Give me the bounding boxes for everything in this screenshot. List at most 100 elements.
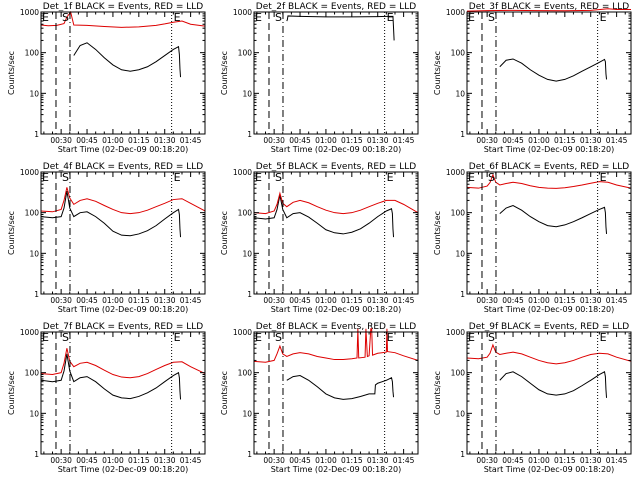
series-line-lld	[254, 328, 418, 363]
x-tick-label: 00:45	[502, 296, 524, 305]
interval-marker-label: E	[255, 171, 262, 184]
x-tick-label: 01:15	[554, 136, 576, 145]
panel-title: Det_2f BLACK = Events, RED = LLD	[256, 2, 416, 12]
interval-marker-label: S	[62, 331, 69, 344]
y-tick-label: 1000	[446, 328, 465, 337]
y-tick-label: 1	[460, 450, 465, 459]
y-tick-label: 100	[451, 369, 466, 378]
panel-title: Det_9f BLACK = Events, RED = LLD	[469, 322, 629, 332]
y-tick-label: 1	[247, 290, 252, 299]
x-axis-label: Start Time (02-Dec-09 00:18:20)	[484, 145, 615, 154]
interval-marker-label: E	[255, 11, 262, 24]
series-line-lld	[467, 173, 631, 189]
y-axis-label: Counts/sec	[433, 51, 442, 95]
plot-frame	[466, 11, 632, 135]
interval-marker-label: E	[387, 331, 394, 344]
y-tick-label: 1000	[233, 8, 252, 17]
x-axis-label: Start Time (02-Dec-09 00:18:20)	[58, 465, 189, 474]
x-tick-label: 00:30	[263, 456, 285, 465]
x-tick-label: 00:45	[76, 456, 98, 465]
interval-marker-label: S	[62, 171, 69, 184]
x-tick-label: 01:15	[554, 456, 576, 465]
x-tick-label: 01:15	[341, 456, 363, 465]
interval-marker-label: E	[42, 11, 49, 24]
plot-frame	[253, 331, 419, 455]
x-tick-label: 01:30	[580, 456, 602, 465]
panel-title: Det_4f BLACK = Events, RED = LLD	[43, 162, 203, 172]
x-tick-label: 00:30	[263, 136, 285, 145]
y-tick-label: 100	[238, 49, 253, 58]
y-axis-label: Counts/sec	[7, 51, 16, 95]
x-tick-label: 01:45	[393, 456, 415, 465]
x-tick-label: 01:00	[315, 296, 337, 305]
series-line-events	[286, 15, 395, 41]
x-axis-label: Start Time (02-Dec-09 00:18:20)	[58, 145, 189, 154]
x-tick-label: 01:30	[367, 136, 389, 145]
interval-marker-label: E	[174, 331, 181, 344]
plot-frame	[253, 11, 419, 135]
x-tick-label: 01:45	[606, 456, 628, 465]
interval-marker-label: E	[600, 11, 607, 24]
x-tick-label: 00:30	[50, 296, 72, 305]
x-tick-label: 00:30	[263, 296, 285, 305]
y-tick-label: 100	[451, 49, 466, 58]
y-tick-label: 10	[455, 409, 465, 418]
plot-frame	[40, 11, 206, 135]
interval-marker-label: S	[275, 11, 282, 24]
x-axis-label: Start Time (02-Dec-09 00:18:20)	[484, 305, 615, 314]
x-tick-label: 01:00	[315, 136, 337, 145]
panel-title: Det_5f BLACK = Events, RED = LLD	[256, 162, 416, 172]
interval-marker-label: S	[488, 171, 495, 184]
x-axis-label: Start Time (02-Dec-09 00:18:20)	[58, 305, 189, 314]
y-tick-label: 100	[25, 209, 40, 218]
y-axis-label: Counts/sec	[220, 51, 229, 95]
plot-frame	[466, 331, 632, 455]
y-tick-label: 10	[29, 249, 39, 258]
interval-marker-label: E	[468, 171, 475, 184]
plot-frame	[40, 331, 206, 455]
y-tick-label: 100	[238, 209, 253, 218]
y-tick-label: 10	[29, 89, 39, 98]
x-tick-label: 00:30	[476, 296, 498, 305]
x-tick-label: 01:00	[102, 456, 124, 465]
interval-marker-label: E	[174, 11, 181, 24]
panel-title: Det_1f BLACK = Events, RED = LLD	[43, 2, 203, 12]
y-tick-label: 1000	[233, 328, 252, 337]
x-tick-label: 01:00	[528, 456, 550, 465]
panel-title: Det_3f BLACK = Events, RED = LLD	[469, 2, 629, 12]
y-tick-label: 1000	[20, 168, 39, 177]
x-tick-label: 01:30	[154, 296, 176, 305]
interval-marker-label: E	[468, 331, 475, 344]
series-line-events	[254, 195, 395, 238]
y-tick-label: 1	[247, 450, 252, 459]
y-tick-label: 1000	[233, 168, 252, 177]
interval-marker-label: S	[488, 11, 495, 24]
x-tick-label: 01:15	[554, 296, 576, 305]
x-tick-label: 01:00	[528, 296, 550, 305]
y-tick-label: 10	[242, 249, 252, 258]
x-tick-label: 00:30	[476, 456, 498, 465]
x-tick-label: 01:45	[393, 296, 415, 305]
x-tick-label: 01:30	[580, 296, 602, 305]
x-axis-label: Start Time (02-Dec-09 00:18:20)	[271, 305, 402, 314]
y-tick-label: 100	[25, 369, 40, 378]
x-tick-label: 01:15	[128, 296, 150, 305]
y-tick-label: 10	[242, 89, 252, 98]
y-axis-label: Counts/sec	[433, 371, 442, 415]
interval-marker-label: E	[600, 331, 607, 344]
y-tick-label: 10	[455, 89, 465, 98]
x-tick-label: 01:15	[341, 136, 363, 145]
y-tick-label: 10	[242, 409, 252, 418]
series-line-events	[499, 58, 608, 82]
interval-marker-label: S	[275, 331, 282, 344]
y-tick-label: 1	[34, 450, 39, 459]
y-axis-label: Counts/sec	[220, 371, 229, 415]
x-tick-label: 00:45	[502, 136, 524, 145]
y-tick-label: 100	[451, 209, 466, 218]
interval-marker-label: E	[174, 171, 181, 184]
y-tick-label: 1000	[446, 168, 465, 177]
